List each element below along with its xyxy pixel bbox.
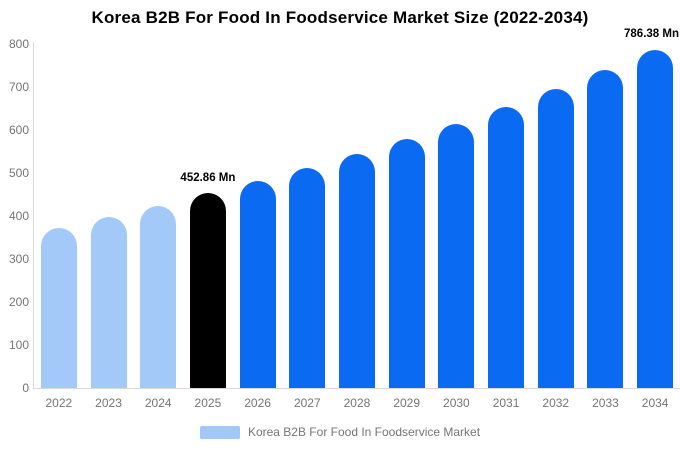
bar-2028 xyxy=(339,154,375,388)
x-axis-tick-label: 2033 xyxy=(592,396,619,410)
chart-title: Korea B2B For Food In Foodservice Market… xyxy=(91,8,589,27)
x-axis-tick-label: 2034 xyxy=(641,396,669,410)
bar-value-label: 786.38 Mn xyxy=(624,27,679,40)
bar-2022 xyxy=(40,227,77,388)
bar-2030 xyxy=(438,123,475,388)
x-axis-tick-label: 2029 xyxy=(393,396,421,410)
bar-2031 xyxy=(488,106,525,388)
bar-2027 xyxy=(289,167,326,388)
legend-label: Korea B2B For Food In Foodservice Market xyxy=(247,425,481,439)
bar-value-label: 452.86 Mn xyxy=(180,172,236,185)
y-axis-tick-label: 300 xyxy=(8,252,29,266)
x-axis-tick-label: 2028 xyxy=(343,396,371,410)
legend-swatch xyxy=(199,425,240,439)
x-axis-tick-label: 2022 xyxy=(45,396,73,410)
y-axis-tick-label: 700 xyxy=(8,80,29,94)
bar-2032 xyxy=(537,89,574,388)
x-axis-line xyxy=(33,388,680,389)
x-axis-tick-label: 2031 xyxy=(492,396,520,410)
y-axis-tick-label: 400 xyxy=(8,209,29,223)
bar-2033 xyxy=(587,69,624,388)
x-axis-tick-label: 2032 xyxy=(542,396,570,410)
bar-2024 xyxy=(140,206,177,388)
bar-2023 xyxy=(90,216,127,388)
x-axis-tick-label: 2027 xyxy=(293,396,321,410)
y-axis-tick-label: 0 xyxy=(22,381,29,395)
x-axis-tick-label: 2025 xyxy=(194,396,222,410)
x-axis-tick-label: 2023 xyxy=(95,396,122,410)
bar-2026 xyxy=(239,181,276,388)
bar-2025 xyxy=(189,193,226,388)
y-axis-tick-label: 600 xyxy=(8,123,29,137)
bar-2034 xyxy=(637,49,674,388)
y-axis-tick-label: 800 xyxy=(8,37,29,51)
x-axis-tick-label: 2030 xyxy=(443,396,470,410)
y-axis-tick-label: 500 xyxy=(8,166,29,180)
x-axis-tick-label: 2024 xyxy=(144,396,172,410)
y-axis-tick-label: 200 xyxy=(8,295,29,309)
legend: Korea B2B For Food In Foodservice Market xyxy=(0,425,680,439)
bar-2029 xyxy=(388,139,425,388)
y-axis-line xyxy=(33,42,34,388)
x-axis-tick-label: 2026 xyxy=(244,396,271,410)
y-axis-tick-label: 100 xyxy=(8,338,29,352)
